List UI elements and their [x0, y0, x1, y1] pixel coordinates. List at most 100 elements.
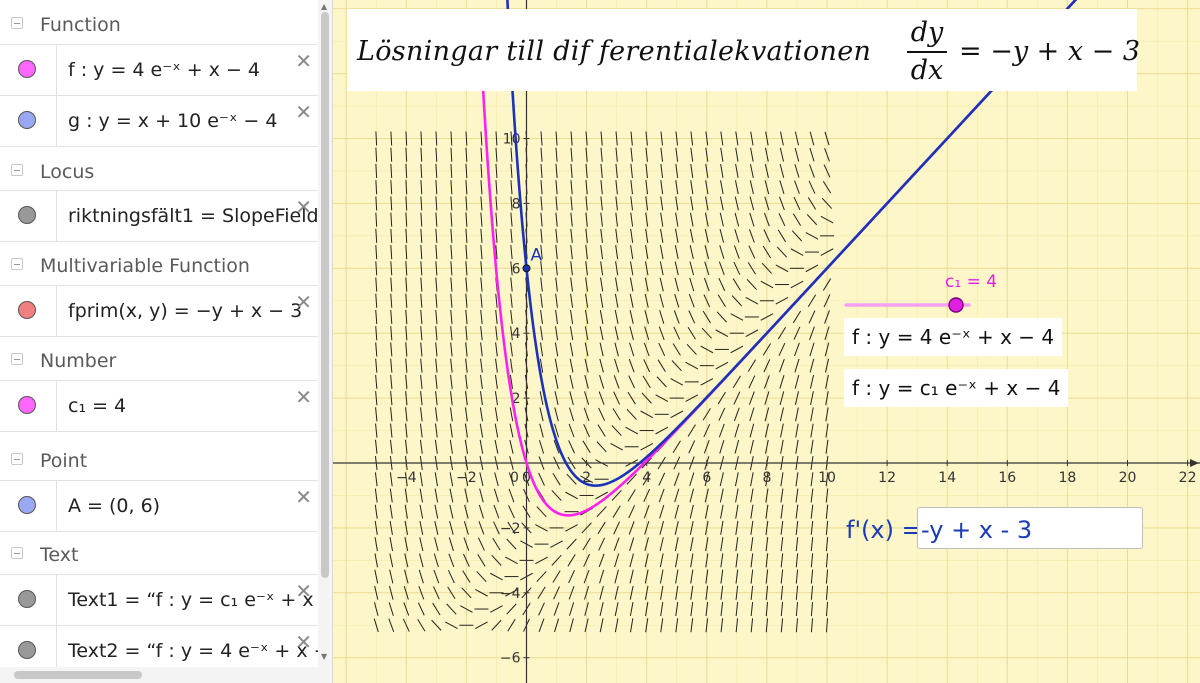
- delete-icon[interactable]: ✕: [295, 385, 312, 409]
- scroll-down-icon[interactable]: ▼: [321, 652, 328, 661]
- algebra-row-text1[interactable]: Text1 = “f : y = c₁ e⁻ˣ + x ✕: [0, 574, 318, 626]
- slope-segment: [419, 439, 423, 454]
- collapse-icon[interactable]: [11, 258, 23, 270]
- algebra-expression[interactable]: A = (0, 6): [68, 495, 161, 517]
- delete-icon[interactable]: ✕: [295, 100, 312, 124]
- slope-segment: [765, 520, 769, 535]
- slope-segment: [465, 212, 468, 227]
- visibility-toggle-icon[interactable]: [18, 590, 36, 608]
- slope-segment: [494, 407, 499, 422]
- delete-icon[interactable]: ✕: [295, 195, 312, 219]
- slope-segment: [659, 261, 664, 276]
- slope-segment: [435, 228, 438, 243]
- slope-segment: [465, 131, 468, 146]
- group-header-locus[interactable]: Locus: [0, 149, 318, 193]
- vertical-scrollbar[interactable]: ▲ ▼: [318, 0, 332, 683]
- algebra-row-f[interactable]: f : y = 4 e⁻ˣ + x − 4 ✕: [0, 44, 318, 96]
- group-header-function[interactable]: Function: [0, 2, 318, 46]
- scroll-up-icon[interactable]: ▲: [321, 2, 328, 11]
- delete-icon[interactable]: ✕: [295, 579, 312, 603]
- text1-box[interactable]: f : y = 4 e⁻ˣ + x − 4: [844, 318, 1063, 356]
- slope-segment: [705, 180, 709, 195]
- slope-segment: [629, 537, 635, 551]
- algebra-expression[interactable]: riktningsfält1 = SlopeField: [68, 205, 319, 227]
- algebra-expression[interactable]: c₁ = 4: [68, 395, 127, 417]
- slope-segment: [765, 504, 769, 519]
- slope-segment: [434, 488, 439, 503]
- slope-segment: [375, 180, 378, 195]
- visibility-toggle-icon[interactable]: [18, 60, 36, 78]
- slope-segment: [765, 472, 769, 487]
- horizontal-scrollbar[interactable]: [0, 667, 318, 683]
- algebra-row-fprim[interactable]: fprim(x, y) = −y + x − 3 ✕: [0, 285, 318, 337]
- slope-segment: [585, 131, 588, 146]
- group-header-point[interactable]: Point: [0, 438, 318, 482]
- visibility-toggle-icon[interactable]: [18, 641, 36, 659]
- slope-segment: [734, 423, 740, 438]
- title-text-box[interactable]: Lösningar till dif ferentialekvationen d…: [347, 9, 1140, 91]
- delete-icon[interactable]: ✕: [295, 485, 312, 509]
- slope-segment: [570, 163, 573, 178]
- algebra-expression[interactable]: f : y = 4 e⁻ˣ + x − 4: [68, 59, 261, 81]
- algebra-row-A[interactable]: A = (0, 6) ✕: [0, 480, 318, 532]
- algebra-expression[interactable]: fprim(x, y) = −y + x − 3: [68, 300, 303, 322]
- group-header-number[interactable]: Number: [0, 338, 318, 382]
- slope-segment: [420, 358, 423, 373]
- slope-segment: [717, 294, 726, 307]
- collapse-icon[interactable]: [11, 353, 23, 365]
- slope-segment: [449, 439, 453, 454]
- slope-segment: [762, 245, 772, 259]
- slope-segment: [493, 488, 499, 503]
- slope-segment: [552, 570, 561, 583]
- slope-segment: [554, 407, 559, 422]
- slope-segment: [645, 147, 648, 162]
- delete-icon[interactable]: ✕: [295, 49, 312, 73]
- slope-segment: [630, 196, 634, 211]
- visibility-toggle-icon[interactable]: [18, 206, 36, 224]
- slope-segment: [793, 196, 801, 210]
- slope-segment: [689, 228, 694, 243]
- visibility-toggle-icon[interactable]: [18, 396, 36, 414]
- slope-segment: [402, 618, 410, 632]
- graphics-view[interactable]: −4 −2 0 2 4 6 8 10 12 14 16 18 20 22 0 −6 −4 −2 2 4 6 8 10 A L…: [333, 0, 1200, 683]
- slope-segment: [810, 569, 814, 584]
- scrollbar-thumb[interactable]: [321, 12, 329, 578]
- collapse-icon[interactable]: [11, 164, 23, 176]
- group-header-text[interactable]: Text: [0, 532, 318, 576]
- collapse-icon[interactable]: [11, 17, 23, 29]
- slope-segment: [614, 358, 620, 373]
- slope-segment: [465, 326, 468, 341]
- coordinate-plane[interactable]: −4 −2 0 2 4 6 8 10 12 14 16 18 20 22 0 −6 −4 −2 2 4 6 8 10 A: [333, 0, 1200, 683]
- algebra-expression[interactable]: Text2 = “f : y = 4 e⁻ˣ + x −: [68, 640, 330, 662]
- collapse-icon[interactable]: [11, 547, 23, 559]
- collapse-icon[interactable]: [11, 453, 23, 465]
- group-title: Number: [40, 350, 117, 372]
- text2-box[interactable]: f : y = c₁ e⁻ˣ + x − 4: [844, 369, 1069, 407]
- visibility-toggle-icon[interactable]: [18, 111, 36, 129]
- slope-segment: [614, 569, 619, 584]
- slope-segment: [821, 197, 833, 209]
- input-box-field[interactable]: -y + x - 3: [917, 507, 1143, 549]
- slope-segment: [720, 618, 724, 633]
- slope-segment: [585, 293, 589, 308]
- slope-segment: [627, 391, 636, 405]
- visibility-toggle-icon[interactable]: [18, 496, 36, 514]
- slope-segment: [570, 228, 573, 243]
- delete-icon[interactable]: ✕: [295, 630, 312, 654]
- visibility-toggle-icon[interactable]: [18, 301, 36, 319]
- delete-icon[interactable]: ✕: [295, 290, 312, 314]
- group-header-multivariable[interactable]: Multivariable Function: [0, 243, 318, 287]
- slope-segment: [673, 326, 681, 340]
- slope-segment: [644, 293, 649, 308]
- slope-segment: [735, 504, 739, 519]
- algebra-row-c1[interactable]: c₁ = 4 ✕: [0, 380, 318, 432]
- slope-segment: [824, 326, 830, 341]
- slope-segment: [823, 164, 831, 178]
- algebra-row-slopefield[interactable]: riktningsfält1 = SlopeField ✕: [0, 190, 319, 242]
- algebra-expression[interactable]: g : y = x + 10 e⁻ˣ − 4: [68, 110, 278, 132]
- slope-segment: [749, 212, 755, 227]
- scrollbar-thumb[interactable]: [14, 671, 142, 679]
- algebra-expression[interactable]: Text1 = “f : y = c₁ e⁻ˣ + x: [68, 589, 314, 611]
- slope-segment: [420, 407, 423, 422]
- algebra-row-g[interactable]: g : y = x + 10 e⁻ˣ − 4 ✕: [0, 95, 318, 147]
